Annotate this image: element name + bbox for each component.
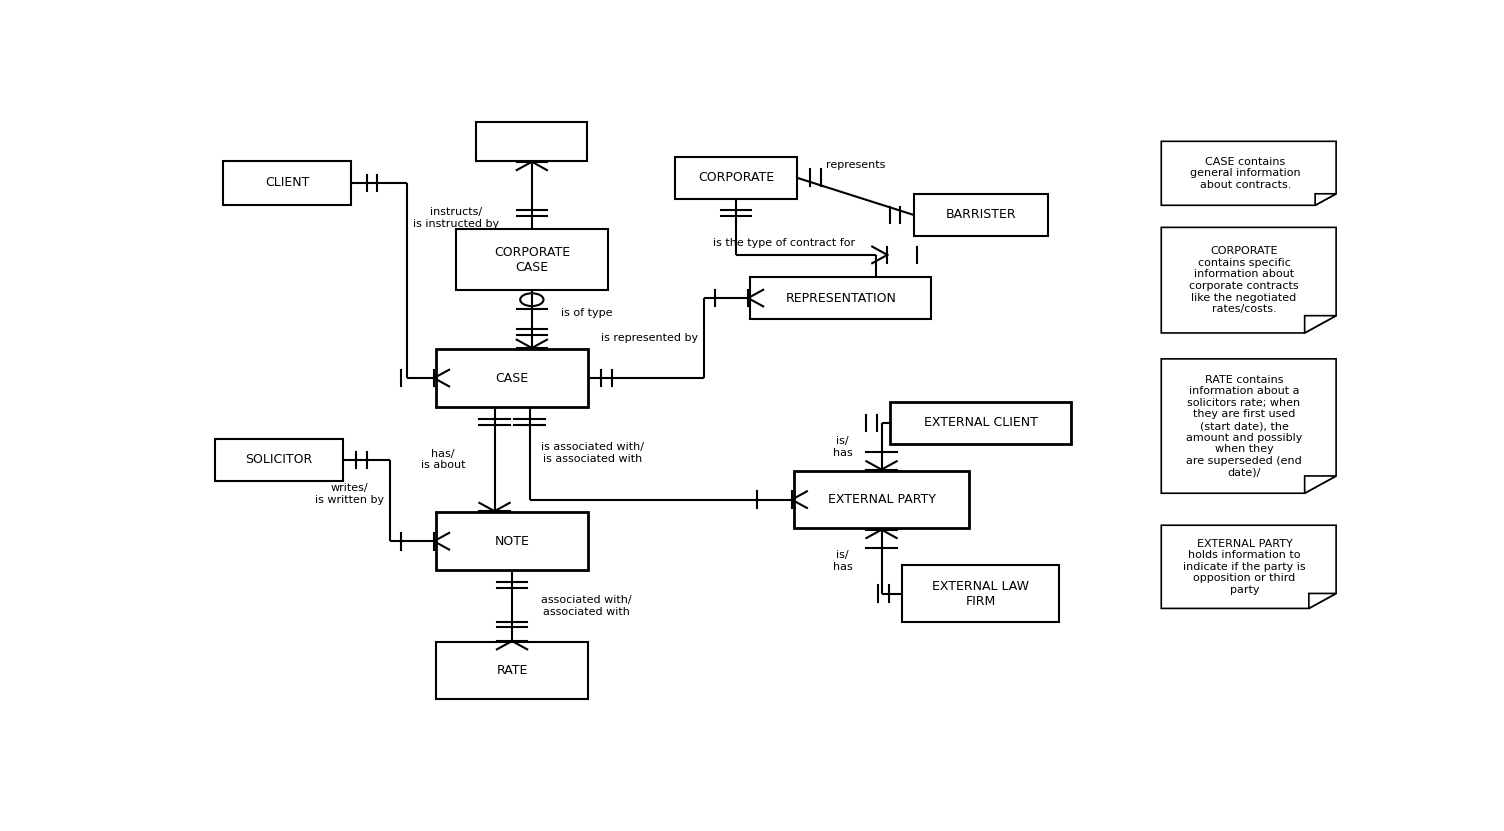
FancyBboxPatch shape xyxy=(436,642,588,699)
Polygon shape xyxy=(1161,359,1336,494)
FancyBboxPatch shape xyxy=(223,160,352,205)
Text: is/
has: is/ has xyxy=(833,550,853,572)
Polygon shape xyxy=(1314,194,1336,205)
Text: has/
is about: has/ is about xyxy=(421,449,465,470)
Polygon shape xyxy=(1161,525,1336,608)
FancyBboxPatch shape xyxy=(215,439,343,481)
Text: NOTE: NOTE xyxy=(495,534,529,548)
Text: CORPORATE
contains specific
information about
corporate contracts
like the negot: CORPORATE contains specific information … xyxy=(1190,246,1299,314)
Polygon shape xyxy=(1304,476,1336,494)
Text: CASE: CASE xyxy=(495,371,528,385)
FancyBboxPatch shape xyxy=(477,122,587,160)
Text: represents: represents xyxy=(826,160,884,170)
Text: is the type of contract for: is the type of contract for xyxy=(713,238,854,248)
Text: EXTERNAL CLIENT: EXTERNAL CLIENT xyxy=(923,416,1038,430)
Text: writes/
is written by: writes/ is written by xyxy=(314,484,384,505)
Polygon shape xyxy=(1161,141,1336,205)
FancyBboxPatch shape xyxy=(902,565,1059,622)
Text: is/
has: is/ has xyxy=(833,436,853,458)
Text: CLIENT: CLIENT xyxy=(265,176,310,189)
FancyBboxPatch shape xyxy=(436,513,588,570)
Text: is of type: is of type xyxy=(561,308,612,318)
Text: instructs/
is instructed by: instructs/ is instructed by xyxy=(414,207,499,229)
Text: EXTERNAL LAW
FIRM: EXTERNAL LAW FIRM xyxy=(932,580,1029,607)
FancyBboxPatch shape xyxy=(913,194,1048,236)
Polygon shape xyxy=(1308,593,1336,608)
Text: CORPORATE
CASE: CORPORATE CASE xyxy=(493,246,570,273)
Text: EXTERNAL PARTY: EXTERNAL PARTY xyxy=(827,493,935,506)
Text: associated with/
associated with: associated with/ associated with xyxy=(541,595,632,617)
FancyBboxPatch shape xyxy=(675,157,797,199)
Text: is associated with/
is associated with: is associated with/ is associated with xyxy=(541,442,644,464)
Text: RATE: RATE xyxy=(496,664,528,677)
Text: SOLICITOR: SOLICITOR xyxy=(245,454,313,466)
Text: is represented by: is represented by xyxy=(600,333,698,343)
FancyBboxPatch shape xyxy=(890,402,1071,444)
Text: CORPORATE: CORPORATE xyxy=(698,171,775,184)
Polygon shape xyxy=(1304,316,1336,333)
Text: BARRISTER: BARRISTER xyxy=(946,209,1015,221)
FancyBboxPatch shape xyxy=(750,278,931,319)
FancyBboxPatch shape xyxy=(794,471,969,529)
FancyBboxPatch shape xyxy=(456,229,608,290)
Text: EXTERNAL PARTY
holds information to
indicate if the party is
opposition or third: EXTERNAL PARTY holds information to indi… xyxy=(1184,538,1305,595)
FancyBboxPatch shape xyxy=(436,349,588,407)
Text: REPRESENTATION: REPRESENTATION xyxy=(785,292,896,305)
Text: RATE contains
information about a
solicitors rate; when
they are first used
(sta: RATE contains information about a solici… xyxy=(1185,375,1302,478)
Polygon shape xyxy=(1161,228,1336,333)
Text: CASE contains
general information
about contracts.: CASE contains general information about … xyxy=(1190,157,1301,190)
